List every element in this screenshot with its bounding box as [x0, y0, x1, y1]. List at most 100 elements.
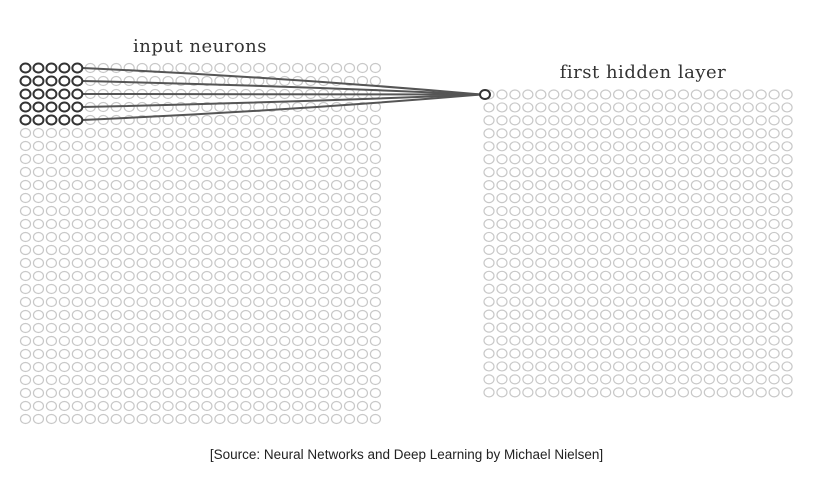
input-neuron [330, 231, 343, 243]
hidden-neuron [703, 102, 715, 113]
hidden-neuron [535, 141, 547, 152]
input-neuron [305, 400, 317, 412]
input-neuron [123, 335, 135, 347]
hidden-neuron [587, 102, 599, 113]
hidden-neuron [612, 309, 625, 320]
input-neuron [330, 75, 343, 87]
hidden-neuron [496, 361, 508, 372]
input-neuron [123, 348, 135, 360]
input-neuron [356, 283, 369, 295]
input-neuron [253, 62, 265, 74]
hidden-neuron [522, 128, 534, 139]
input-neuron [369, 127, 382, 139]
input-neuron [188, 270, 200, 282]
input-neuron [330, 283, 343, 295]
hidden-neuron [781, 270, 793, 281]
input-neuron [330, 192, 343, 204]
input-neuron [97, 205, 109, 217]
first-hidden-layer-label: first hidden layer [560, 62, 727, 83]
hidden-neuron [690, 218, 702, 230]
hidden-neuron [587, 348, 599, 359]
active-hidden-neuron [479, 89, 491, 100]
input-neuron [188, 348, 200, 360]
input-neuron [330, 296, 343, 308]
hidden-neuron [587, 167, 599, 178]
input-neuron [317, 400, 330, 412]
input-neuron [110, 335, 122, 347]
input-neuron [188, 257, 200, 269]
hidden-neuron [781, 193, 793, 204]
input-neuron [317, 348, 330, 360]
hidden-neuron [690, 361, 702, 372]
hidden-neuron [716, 348, 728, 359]
hidden-neuron [703, 387, 715, 398]
input-neuron [214, 179, 226, 191]
input-neuron [292, 244, 304, 256]
hidden-neuron [768, 218, 780, 230]
input-neuron [201, 283, 213, 295]
input-neuron [214, 374, 226, 386]
hidden-neuron [535, 322, 547, 333]
hidden-neuron [703, 231, 715, 243]
input-neuron [317, 335, 330, 347]
hidden-neuron [561, 322, 573, 333]
hidden-neuron [509, 335, 521, 346]
input-neuron [175, 140, 187, 152]
hidden-neuron [522, 296, 534, 307]
hidden-neuron [574, 257, 586, 268]
hidden-neuron [768, 348, 780, 359]
hidden-neuron [703, 361, 715, 372]
hidden-neuron [651, 387, 664, 398]
hidden-neuron [587, 231, 599, 243]
input-neuron [45, 192, 58, 204]
hidden-neuron [574, 180, 586, 191]
hidden-neuron [664, 361, 677, 372]
hidden-neuron [612, 244, 625, 255]
input-neuron [356, 114, 369, 126]
input-neuron [136, 166, 148, 178]
input-neuron [279, 114, 291, 126]
input-neuron [356, 400, 369, 412]
hidden-neuron [522, 335, 534, 346]
hidden-neuron [600, 296, 612, 307]
input-neuron [253, 413, 265, 425]
input-neuron [305, 244, 317, 256]
hidden-neuron [729, 89, 741, 100]
hidden-neuron [755, 296, 767, 307]
hidden-neuron [548, 231, 560, 243]
input-neuron [201, 75, 213, 87]
input-neuron [356, 192, 369, 204]
input-neuron [136, 361, 148, 373]
hidden-neuron [587, 296, 599, 307]
input-neuron [188, 218, 200, 230]
input-neuron [175, 166, 187, 178]
hidden-neuron [716, 205, 728, 217]
hidden-neuron [729, 348, 741, 359]
input-neuron [369, 231, 382, 243]
input-neuron [279, 218, 291, 230]
input-neuron [343, 75, 356, 87]
input-neuron [162, 361, 174, 373]
input-neuron [45, 127, 58, 139]
input-neuron [292, 387, 304, 399]
hidden-neuron [781, 348, 793, 359]
hidden-neuron [535, 296, 547, 307]
hidden-neuron [587, 205, 599, 217]
input-neuron [149, 283, 161, 295]
input-neuron [71, 413, 83, 425]
hidden-neuron [483, 193, 495, 204]
receptive-field-neuron [58, 88, 71, 100]
input-neuron [110, 244, 122, 256]
hidden-neuron [703, 244, 715, 255]
input-neuron [162, 101, 174, 113]
hidden-neuron [638, 374, 651, 385]
input-neuron [19, 322, 32, 334]
input-neuron [175, 101, 187, 113]
hidden-neuron [561, 167, 573, 178]
hidden-neuron [677, 154, 690, 165]
hidden-neuron [781, 296, 793, 307]
input-neuron [214, 192, 226, 204]
receptive-field-neuron [58, 114, 71, 126]
hidden-neuron [625, 180, 638, 191]
input-neuron [32, 283, 45, 295]
